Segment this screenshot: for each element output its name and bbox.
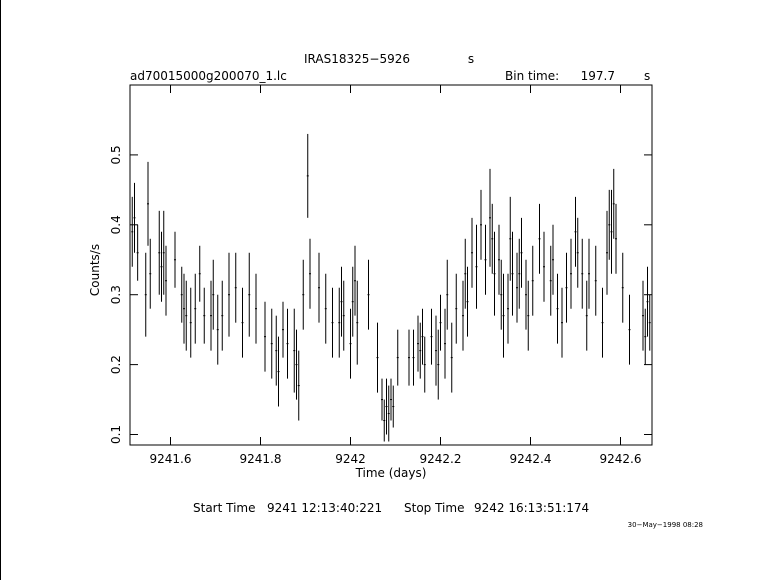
- start-time-value: 9241 12:13:40:221: [267, 501, 382, 515]
- datestamp: 30−May−1998 08:28: [628, 521, 703, 529]
- chart-title: IRAS18325−5926: [304, 52, 410, 66]
- x-tick-label: 9241.6: [150, 452, 192, 466]
- x-axis-ticks: 9241.6 9241.8 9242 9242.2 9242.4 9242.6: [150, 85, 642, 466]
- x-tick-label: 9242.4: [510, 452, 552, 466]
- plot-frame: [129, 84, 653, 446]
- x-axis-label: Time (days): [355, 466, 427, 480]
- stop-time-value: 9242 16:13:51:174: [474, 501, 589, 515]
- x-tick-label: 9242.6: [600, 452, 642, 466]
- y-tick-label: 0.3: [109, 285, 123, 304]
- x-tick-label: 9241.8: [240, 452, 282, 466]
- y-tick-label: 0.2: [109, 355, 123, 374]
- left-border-line: [0, 0, 1, 580]
- y-axis-ticks: 0.1 0.2 0.3 0.4 0.5: [109, 145, 652, 444]
- chart-title-unit: s: [468, 52, 474, 66]
- x-tick-label: 9242.2: [420, 452, 462, 466]
- start-time-label: Start Time: [193, 501, 256, 515]
- file-label: ad70015000g200070_1.lc: [130, 69, 287, 83]
- x-tick-label: 9242: [335, 452, 366, 466]
- bin-time-value: 197.7: [581, 69, 615, 83]
- data-points: [131, 133, 651, 442]
- bin-time-unit: s: [644, 69, 650, 83]
- y-tick-label: 0.1: [109, 425, 123, 444]
- bin-time-label: Bin time:: [505, 69, 559, 83]
- stop-time-label: Stop Time: [404, 501, 464, 515]
- y-tick-label: 0.4: [109, 215, 123, 234]
- y-tick-label: 0.5: [109, 145, 123, 164]
- y-axis-label: Counts/s: [88, 244, 102, 296]
